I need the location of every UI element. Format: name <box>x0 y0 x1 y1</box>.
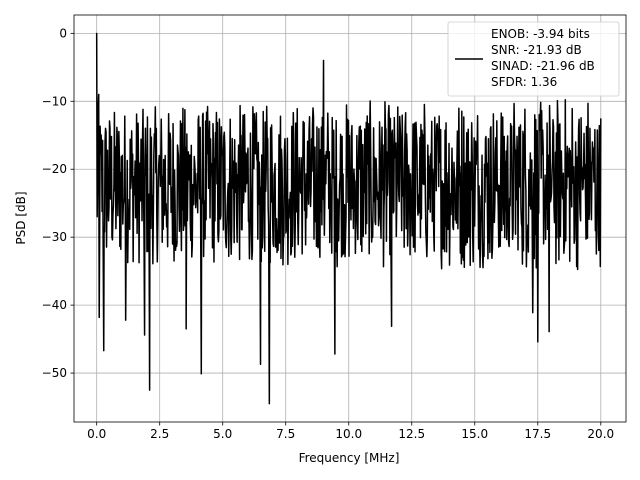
psd-peak-point <box>334 353 336 355</box>
y-tick-label: 0 <box>59 26 67 40</box>
x-tick-label: 17.5 <box>524 427 551 441</box>
x-tick-label: 2.5 <box>150 427 169 441</box>
y-tick-label: −40 <box>42 298 67 312</box>
psd-peak-point <box>322 59 325 62</box>
legend-entry-sinad: SINAD: -21.96 dB <box>491 59 595 73</box>
x-tick-label: 0.0 <box>87 427 106 441</box>
y-tick-label: −50 <box>42 366 67 380</box>
psd-peak-point <box>390 325 393 327</box>
psd-peak-point <box>200 373 202 375</box>
psd-peak-point <box>537 341 539 343</box>
plot-frame <box>73 14 627 423</box>
psd-peak-point <box>103 350 105 352</box>
x-tick-label: 15.0 <box>461 427 488 441</box>
psd-peak-point <box>98 316 100 318</box>
psd-series-line <box>95 33 602 405</box>
psd-peak-point <box>185 328 187 330</box>
psd-peak-point <box>532 312 534 314</box>
legend-entry-enob: ENOB: -3.94 bits <box>491 27 590 41</box>
y-tick-label: −30 <box>42 230 67 244</box>
y-tick-label: −10 <box>42 94 67 108</box>
x-tick-label: 7.5 <box>276 427 295 441</box>
psd-peak-point <box>149 389 151 391</box>
y-axis-label: PSD [dB] <box>14 191 28 244</box>
x-tick-label: 5.0 <box>213 427 232 441</box>
x-tick-label: 20.0 <box>587 427 614 441</box>
psd-peak-point <box>98 93 100 96</box>
x-tick-label: 12.5 <box>398 427 425 441</box>
psd-peak-point <box>96 32 98 34</box>
x-axis-label: Frequency [MHz] <box>299 451 400 465</box>
psd-peak-point <box>125 319 127 321</box>
legend: ENOB: -3.94 bits SNR: -21.93 dB SINAD: -… <box>447 21 620 97</box>
psd-peak-point <box>268 403 270 405</box>
psd-peak-point <box>548 331 550 333</box>
legend-entry-snr: SNR: -21.93 dB <box>491 43 582 57</box>
legend-box <box>447 21 620 97</box>
psd-peak-point <box>259 363 262 365</box>
y-tick-label: −20 <box>42 162 67 176</box>
axis-ticks: 0.0 2.5 5.0 7.5 10.0 12.5 15.0 17.5 20.0 0 −10 −20 −… <box>42 26 614 441</box>
psd-peak-point <box>143 334 146 336</box>
legend-entry-sfdr: SFDR: 1.36 <box>491 75 557 89</box>
series-group <box>95 32 602 405</box>
x-tick-label: 10.0 <box>335 427 362 441</box>
